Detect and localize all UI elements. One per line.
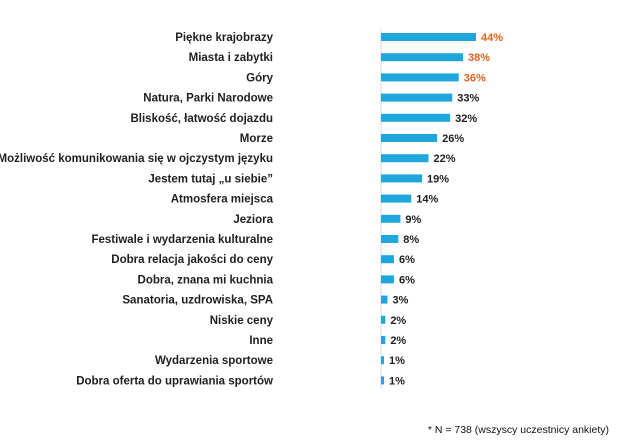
category-label: Dobra relacja jakości do ceny xyxy=(111,254,273,266)
value-label: 3% xyxy=(392,295,408,307)
category-label: Festiwale i wydarzenia kulturalne xyxy=(91,234,273,246)
category-label: Bliskość, łatwość dojazdu xyxy=(130,113,273,125)
category-label: Możliwość komunikowania się w ojczystym … xyxy=(0,153,273,165)
category-label: Inne xyxy=(249,335,273,347)
value-label: 19% xyxy=(427,173,449,185)
value-label: 36% xyxy=(464,72,486,84)
value-label: 9% xyxy=(405,214,421,226)
bar xyxy=(381,214,401,223)
value-label: 1% xyxy=(389,375,405,387)
category-label: Miasta i zabytki xyxy=(189,52,273,64)
value-label: 33% xyxy=(457,93,479,105)
value-label: 2% xyxy=(390,335,406,347)
bar xyxy=(381,73,459,82)
category-label: Morze xyxy=(240,133,273,145)
category-label: Dobra, znana mi kuchnia xyxy=(138,274,274,286)
bar xyxy=(381,53,464,62)
category-label: Wydarzenia sportowe xyxy=(155,355,273,367)
bar xyxy=(381,33,476,41)
category-label: Piękne krajobrazy xyxy=(175,32,273,44)
bar xyxy=(381,356,384,365)
category-label: Niskie ceny xyxy=(210,315,274,327)
bar xyxy=(381,235,399,243)
bar xyxy=(381,154,429,163)
bar xyxy=(381,275,394,284)
bar xyxy=(381,93,453,102)
value-label: 38% xyxy=(468,52,490,64)
bar xyxy=(381,174,423,183)
value-label: 6% xyxy=(399,254,415,266)
sample-size-footnote: * N = 738 (wszyscy uczestnicy ankiety) xyxy=(427,424,609,436)
category-label: Atmosfera miejsca xyxy=(171,194,274,206)
bar xyxy=(381,315,386,324)
bar xyxy=(381,336,386,344)
value-label: 1% xyxy=(389,355,405,367)
category-label: Sanatoria, uzdrowiska, SPA xyxy=(122,295,273,307)
value-label: 14% xyxy=(416,194,438,206)
value-label: 44% xyxy=(481,32,503,44)
category-label: Dobra oferta do uprawiania sportów xyxy=(76,375,273,387)
bar xyxy=(381,295,388,304)
value-label: 26% xyxy=(442,133,464,145)
value-label: 2% xyxy=(390,315,406,327)
bar xyxy=(381,113,451,122)
category-label: Natura, Parki Narodowe xyxy=(143,93,273,105)
category-label: Jestem tutaj „u siebie” xyxy=(148,173,273,185)
bar xyxy=(381,194,412,203)
category-label: Góry xyxy=(246,72,273,84)
value-label: 22% xyxy=(434,153,456,165)
bar xyxy=(381,255,394,264)
value-label: 6% xyxy=(399,274,415,286)
value-label: 32% xyxy=(455,113,477,125)
category-label: Jeziora xyxy=(233,214,273,226)
value-label: 8% xyxy=(403,234,419,246)
bar xyxy=(381,134,438,142)
bar xyxy=(381,376,384,385)
